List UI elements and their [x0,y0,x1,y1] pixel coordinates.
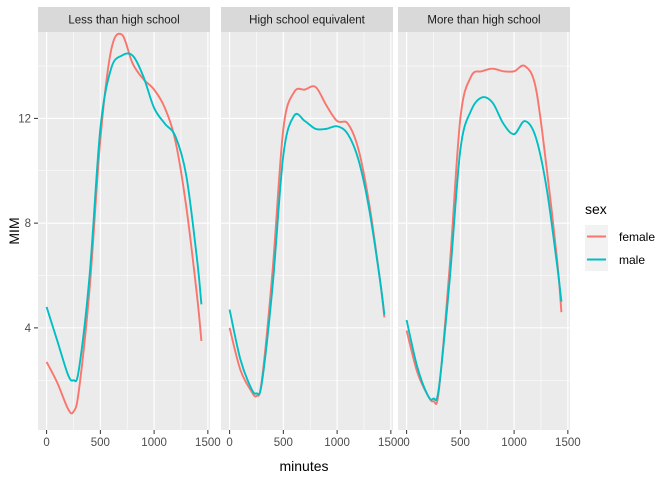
legend-label: male [619,253,645,267]
x-tick-label: 500 [91,437,110,449]
facet-strip [398,7,570,32]
panel-background [221,32,393,430]
y-tick-label: 8 [25,218,31,230]
facet-strip-label: Less than high school [68,15,179,27]
series-line-female [405,64,563,405]
x-tick-label: 0 [43,437,49,449]
facet-strip [38,7,210,32]
series-line-male [45,52,203,383]
legend-title: sex [585,201,607,217]
facet-strip [221,7,393,32]
x-tick-label: 1000 [141,437,167,449]
series-line-female [228,85,386,398]
x-tick-label: 1500 [195,437,221,449]
x-tick-label: 0 [226,437,232,449]
x-tick-label: 1000 [501,437,527,449]
facet-strip-label: More than high school [427,15,540,27]
y-axis-title: MIM [6,217,22,244]
panel-background [38,32,210,430]
x-axis-title: minutes [279,458,328,474]
x-tick-label: 500 [274,437,293,449]
y-tick-label: 12 [18,113,31,125]
legend-label: female [619,230,655,244]
panel-background [398,32,570,430]
series-line-male [228,112,386,396]
series-line-male [405,96,563,402]
y-tick-label: 4 [25,323,32,335]
series-line-female [45,32,203,415]
x-tick-label: 1500 [378,437,404,449]
x-tick-label: 0 [403,437,409,449]
x-tick-label: 500 [451,437,470,449]
x-tick-label: 1000 [324,437,350,449]
x-tick-label: 1500 [555,437,581,449]
facet-strip-label: High school equivalent [249,15,366,27]
